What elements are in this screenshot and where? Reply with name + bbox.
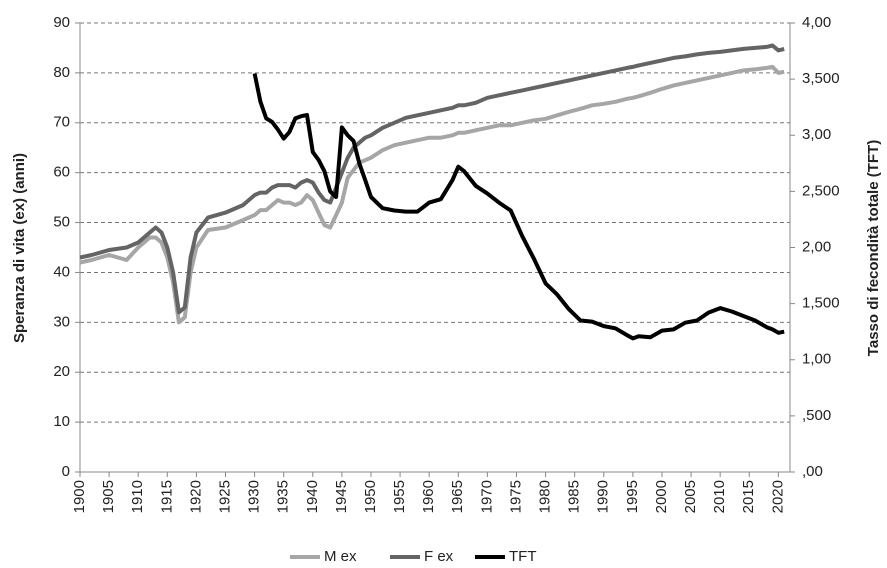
x-tick-label: 2015 (740, 480, 757, 513)
legend-label: F ex (424, 548, 454, 565)
y-axis-title: Speranza di vita (ex) (anni) (11, 153, 28, 343)
y-tick-label: 40 (53, 263, 70, 280)
x-tick-label: 1965 (449, 480, 466, 513)
x-tick-label: 2010 (711, 480, 728, 513)
y2-tick-label: 3,500 (802, 70, 840, 87)
x-tick-label: 1960 (420, 480, 437, 513)
series-line (252, 73, 785, 341)
y2-axis-title: Tasso di fecondità totale (TFT) (865, 140, 882, 356)
x-tick-label: 1940 (304, 480, 321, 513)
x-tick-label: 1920 (187, 480, 204, 513)
y-tick-label: 90 (53, 14, 70, 31)
series-line (79, 64, 785, 325)
y2-tick-label: ,500 (802, 407, 831, 424)
y-tick-label: 30 (53, 313, 70, 330)
y2-tick-label: 2,00 (802, 238, 831, 255)
x-tick-label: 1930 (246, 480, 263, 513)
x-tick-label: 1975 (507, 480, 524, 513)
y-tick-label: 10 (53, 413, 70, 430)
y2-tick-label: ,00 (802, 463, 823, 480)
x-tick-label: 1950 (362, 480, 379, 513)
y2-tick-label: 1,00 (802, 351, 831, 368)
y-tick-label: 70 (53, 114, 70, 131)
y2-tick-label: 1,500 (802, 295, 840, 312)
x-tick-label: 2020 (769, 480, 786, 513)
y2-tick-label: 4,00 (802, 14, 831, 31)
y2-tick-label: 3,00 (802, 126, 831, 143)
x-tick-label: 1990 (595, 480, 612, 513)
x-tick-label: 1985 (566, 480, 583, 513)
y-tick-label: 80 (53, 64, 70, 81)
y-tick-label: 60 (53, 164, 70, 181)
x-tick-label: 1900 (71, 480, 88, 513)
x-tick-label: 1955 (391, 480, 408, 513)
y-tick-label: 50 (53, 214, 70, 231)
x-tick-label: 1995 (624, 480, 641, 513)
x-tick-label: 2005 (682, 480, 699, 513)
y-tick-label: 0 (62, 463, 70, 480)
y-tick-label: 20 (53, 363, 70, 380)
x-tick-label: 1905 (100, 480, 117, 513)
x-tick-label: 1935 (275, 480, 292, 513)
y2-tick-label: 2,500 (802, 182, 840, 199)
legend-label: TFT (509, 548, 537, 565)
legend-label: M ex (324, 548, 357, 565)
x-tick-label: 1915 (158, 480, 175, 513)
x-tick-label: 1945 (333, 480, 350, 513)
x-tick-label: 1980 (537, 480, 554, 513)
x-tick-label: 1970 (478, 480, 495, 513)
x-tick-label: 1910 (129, 480, 146, 513)
x-tick-label: 2000 (653, 480, 670, 513)
x-tick-label: 1925 (216, 480, 233, 513)
series-line (79, 43, 785, 315)
